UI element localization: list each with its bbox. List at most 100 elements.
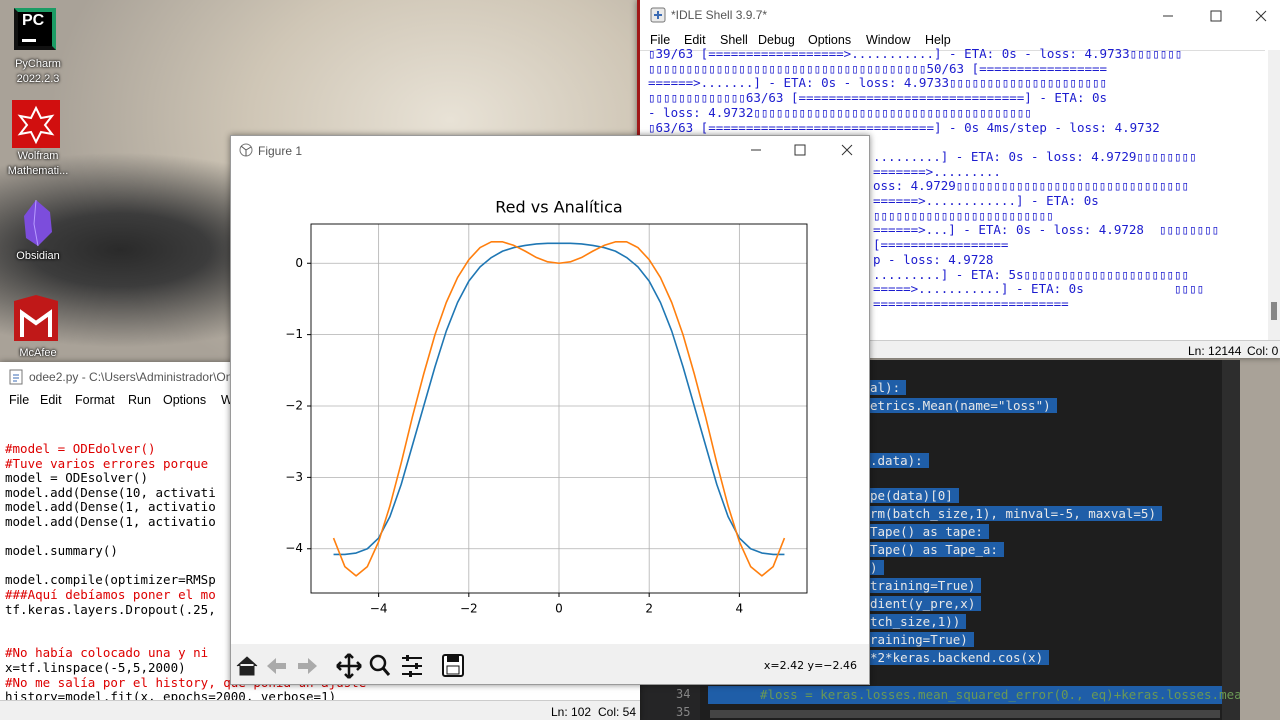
forward-button[interactable] (298, 658, 317, 674)
menu-item[interactable]: Options (808, 33, 852, 47)
shell-line: ▯▯▯▯▯▯▯▯▯▯▯▯▯▯▯▯▯▯▯▯▯▯▯▯ (873, 207, 1054, 223)
menu-item[interactable]: Run (128, 393, 151, 407)
zoom-button[interactable] (369, 654, 391, 676)
line-number: 34 (676, 687, 691, 701)
title-bar: *IDLE Shell 3.9.7* (640, 0, 1280, 30)
shell-line: ▯▯▯▯▯▯▯▯▯▯▯▯▯63/63 [====================… (648, 90, 1108, 106)
y-tick-label: −3 (285, 470, 303, 484)
figure-canvas: x=2.42 y=−2.46 Red vs Analítica −4 −2 0 2 4 0… (231, 166, 869, 684)
code-line: #model = ODEdolver() (5, 441, 156, 456)
code-line-selected-bg (708, 686, 1222, 704)
shell-line: ======>...] - ETA: 0s - loss: 4.9728 ▯▯▯… (873, 222, 1220, 238)
shell-line: oss: 4.9729▯▯▯▯▯▯▯▯▯▯▯▯▯▯▯▯▯▯▯▯▯▯▯▯▯▯▯▯▯… (873, 178, 1190, 194)
back-button[interactable] (267, 658, 286, 674)
x-tick-label: 4 (736, 602, 744, 616)
line-number: 35 (676, 705, 691, 719)
status-col: Col: 0 (1247, 344, 1279, 358)
code-line: pe(data)[0] (870, 488, 959, 503)
code-line: #Tuve varios errores porque (5, 455, 209, 471)
desktop-icon[interactable]: PC PyCharm 2022.2.3 (0, 8, 76, 88)
x-tick-label: −2 (460, 602, 478, 616)
y-tick-label: −1 (285, 327, 303, 341)
shell-line: .........] - ETA: 5s▯▯▯▯▯▯▯▯▯▯▯▯▯▯▯▯▯▯▯▯… (873, 266, 1190, 282)
series-line (332, 241, 786, 577)
menu-item[interactable]: Window (866, 33, 911, 47)
code-line: #loss = keras.losses.mean_squared_error(… (760, 687, 1240, 702)
window-title: *IDLE Shell 3.9.7* (671, 8, 768, 22)
menu-item[interactable]: Edit (684, 33, 706, 47)
app-icon (650, 7, 666, 23)
status-col: Col: 54 (598, 705, 637, 719)
code-line: model.add(Dense(1, activatio (5, 514, 216, 529)
shell-line: [================= (873, 237, 1009, 253)
icon-label: PyCharm (15, 58, 61, 70)
shell-line: =====>...........] - ETA: 0s ▯▯▯▯ (873, 281, 1205, 297)
code-line: *2*keras.backend.cos(x) (870, 650, 1050, 665)
figure-bg (231, 166, 869, 644)
code-line: etrics.Mean(name="loss") (870, 398, 1057, 413)
menu-item[interactable]: Format (75, 393, 115, 407)
icon-logo-text: PC (22, 12, 45, 29)
scrollbar[interactable] (1268, 50, 1280, 340)
menu-item[interactable]: Edit (40, 393, 62, 407)
menu-item[interactable]: Help (925, 33, 951, 47)
desktop-icon[interactable]: Wolfram Mathemati... (0, 100, 76, 180)
window-controls[interactable] (1153, 8, 1279, 24)
code-line: Tape() as Tape_a: (870, 542, 1004, 557)
code-line: training=True) (870, 578, 982, 593)
scrollbar[interactable] (1222, 360, 1240, 720)
home-button[interactable] (236, 656, 258, 676)
code-line: .data): (870, 453, 929, 468)
x-tick-label: 2 (645, 602, 653, 616)
shell-line: =======>......... (873, 163, 1001, 179)
menu-item[interactable]: Debug (758, 33, 795, 47)
y-tick-label: 0 (295, 256, 303, 270)
code-line: Tape() as tape: (870, 524, 989, 539)
menu-item[interactable]: File (9, 393, 30, 407)
desktop-icon[interactable]: McAfee (0, 297, 76, 377)
desktop-icon[interactable]: Obsidian (0, 200, 76, 280)
save-button[interactable] (442, 654, 464, 677)
shell-line: ▯39/63 [==================>...........] … (648, 46, 1183, 61)
shell-line: ======>.......] - ETA: 0s - loss: 4.9733… (648, 75, 1108, 91)
pan-button[interactable] (336, 653, 362, 679)
code-line: tf.keras.layers.Dropout(.25, (5, 601, 216, 617)
code-line: ) (870, 560, 884, 575)
figure-window: Figure 1 x=2.42 y=−2.46 Red vs Analítica… (230, 135, 870, 685)
code-line: rm(batch_size,1), minval=-5, maxval=5) (870, 506, 1162, 521)
code-line: tch_size,1)) (870, 614, 967, 629)
code-line: model.add(Dense(10, activati (5, 484, 216, 500)
status-line: Ln: 102 (551, 705, 592, 719)
code-line: raining=True) (870, 632, 974, 647)
icon-images (12, 8, 60, 341)
window-controls[interactable] (741, 142, 867, 158)
icon-label: Obsidian (16, 250, 60, 262)
cursor-coords: x=2.42 y=−2.46 (764, 659, 857, 672)
y-tick-label: −4 (285, 541, 303, 555)
shell-line: ========================== (873, 295, 1069, 311)
x-tick-label: −4 (370, 602, 388, 616)
code-line: al): (870, 380, 907, 395)
menu-item[interactable]: Shell (720, 33, 748, 47)
icon-label: Mathemati... (7, 165, 69, 177)
code-line: model.summary() (5, 543, 118, 559)
chart-title: Red vs Analítica (495, 198, 622, 217)
code-line: model.add(Dense(1, activatio (5, 499, 216, 515)
shell-line: - loss: 4.9732▯▯▯▯▯▯▯▯▯▯▯▯▯▯▯▯▯▯▯▯▯▯▯▯▯▯… (648, 104, 1032, 120)
menu-item[interactable]: File (650, 33, 671, 47)
icon-label: Wolfram (17, 150, 59, 162)
configure-button[interactable] (402, 655, 422, 677)
code-line: model = ODEsolver() (5, 470, 148, 486)
code-line: model.compile(optimizer=RMSp (5, 572, 216, 588)
shell-line: p - loss: 4.9728 (873, 251, 994, 267)
shell-line: ▯▯▯▯▯▯▯▯▯▯▯▯▯▯▯▯▯▯▯▯▯▯▯▯▯▯▯▯▯▯▯▯▯▯▯▯▯50/… (648, 60, 1108, 76)
x-tick-label: 0 (555, 602, 563, 616)
menu-item[interactable]: Options (163, 393, 207, 407)
shell-line: .........] - ETA: 0s - loss: 4.9729▯▯▯▯▯… (873, 148, 1197, 164)
title-bar: Figure 1 (231, 136, 869, 166)
h-scrollbar[interactable] (710, 710, 1220, 718)
code-line: #No había colocado una y ni (5, 645, 209, 661)
menu-item[interactable]: W (221, 393, 233, 407)
shell-line: ======>............] - ETA: 0s (873, 193, 1099, 208)
